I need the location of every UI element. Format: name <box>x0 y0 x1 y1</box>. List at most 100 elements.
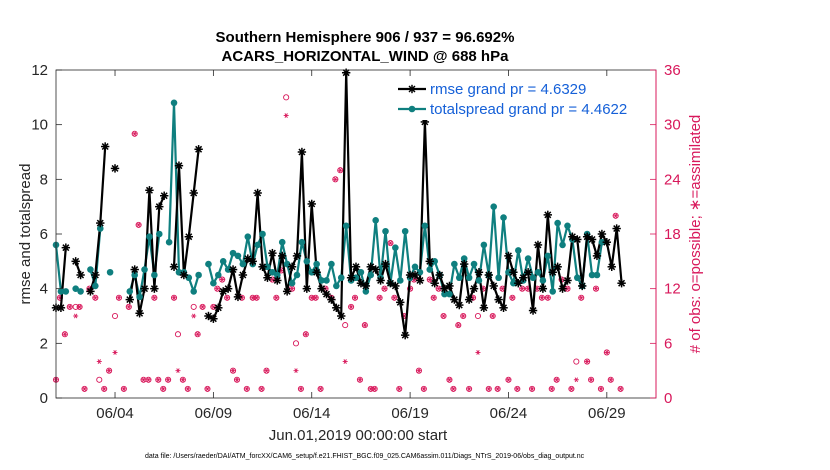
obs-possible-point-70 <box>396 385 403 392</box>
obs-possible-point-79 <box>440 312 447 320</box>
obs-possible-point-14 <box>120 385 127 392</box>
obs-possible-point-3 <box>66 303 73 310</box>
obs-possible-point-39 <box>243 385 250 392</box>
rmse-point-46 <box>278 251 287 261</box>
obs-assimilated-point-59 <box>342 359 348 364</box>
obs-possible-point-17 <box>135 221 142 228</box>
totalspread-point-89 <box>490 203 498 210</box>
obs-possible-point-62 <box>356 376 363 383</box>
obs-assimilated-point-3 <box>67 304 73 310</box>
rmse-point-80 <box>445 281 454 291</box>
obs-possible-point-95 <box>519 285 526 292</box>
totalspread-point-110 <box>593 271 601 279</box>
obs-possible-point-9 <box>96 376 103 383</box>
rmse-point-20 <box>150 284 159 293</box>
obs-assimilated-point-12 <box>112 350 118 355</box>
obs-possible-point-88 <box>485 385 492 392</box>
obs-possible-point-20 <box>151 294 158 301</box>
obs-possible-point-82 <box>455 322 462 329</box>
obs-possible-point-50 <box>297 385 304 392</box>
obs-assimilated-point-36 <box>230 368 236 374</box>
rmse-point-55 <box>322 289 331 299</box>
obs-assimilated-point-113 <box>608 377 614 383</box>
totalspread-point-80 <box>446 290 453 298</box>
obs-assimilated-point-65 <box>372 386 378 392</box>
obs-assimilated-point-54 <box>318 386 324 392</box>
obs-assimilated-point-107 <box>578 295 584 301</box>
rmse-point-61 <box>351 262 361 271</box>
obs-assimilated-point-114 <box>613 213 619 219</box>
totalspread-point-9 <box>96 225 104 232</box>
y-right-tick-label-6: 36 <box>664 62 681 79</box>
totalspread-point-111 <box>598 238 606 246</box>
y-left-tick-label-0: 0 <box>40 390 48 407</box>
obs-assimilated-point-27 <box>185 386 191 392</box>
obs-assimilated-point-13 <box>116 295 122 301</box>
totalspread-point-91 <box>500 214 507 221</box>
obs-assimilated-point-29 <box>195 331 201 337</box>
obs-assimilated-point-76 <box>427 277 433 282</box>
totalspread-point-85 <box>470 260 478 268</box>
y-right-tick-label-5: 30 <box>664 117 681 134</box>
obs-possible-point-86 <box>474 312 482 320</box>
y-right-tick-label-2: 12 <box>664 281 681 298</box>
totalspread-point-87 <box>480 241 488 249</box>
obs-possible-point-115 <box>617 385 624 392</box>
totalspread-point-53 <box>313 260 320 268</box>
obs-assimilated-point-18 <box>141 377 147 383</box>
obs-assimilated-point-20 <box>151 295 157 301</box>
obs-possible-point-113 <box>607 376 614 383</box>
rmse-point-65 <box>371 265 380 274</box>
obs-assimilated-point-16 <box>132 131 138 137</box>
totalspread-point-38 <box>239 260 247 268</box>
obs-assimilated-point-99 <box>539 295 545 301</box>
obs-possible-point-75 <box>420 385 427 392</box>
rmse-point-41 <box>253 188 262 198</box>
obs-possible-point-106 <box>573 358 580 365</box>
rmse-point-22 <box>159 191 169 200</box>
obs-possible-point-25 <box>174 331 182 338</box>
rmse-point-47 <box>282 287 292 296</box>
obs-possible-point-33 <box>214 285 221 292</box>
obs-possible-point-68 <box>387 240 394 247</box>
obs-possible-point-5 <box>76 303 83 310</box>
totalspread-point-64 <box>367 271 375 279</box>
rmse-point-32 <box>209 314 218 323</box>
totalspread-point-54 <box>318 277 325 284</box>
obs-assimilated-point-51 <box>303 331 309 337</box>
totalspread-point-19 <box>146 233 153 241</box>
totalspread-point-47 <box>283 260 291 268</box>
rmse-point-101 <box>548 268 557 277</box>
obs-possible-point-69 <box>391 294 398 301</box>
y-left-tick-label-6: 12 <box>31 62 48 79</box>
totalspread-point-28 <box>190 288 198 295</box>
rmse-point-107 <box>578 281 587 291</box>
obs-assimilated-point-83 <box>460 313 466 319</box>
rmse-point-97 <box>528 306 538 315</box>
obs-possible-point-81 <box>450 385 457 392</box>
rmse-point-94 <box>514 279 523 288</box>
obs-assimilated-point-9 <box>96 359 102 364</box>
obs-assimilated-point-48 <box>289 286 295 292</box>
obs-possible-point-111 <box>597 385 604 392</box>
obs-assimilated-point-53 <box>313 295 319 301</box>
rmse-point-10 <box>100 142 110 151</box>
y-left-tick-label-3: 6 <box>40 226 48 243</box>
series-layer <box>51 68 626 340</box>
totalspread-point-69 <box>392 244 399 251</box>
obs-assimilated-point-47 <box>283 113 289 118</box>
obs-possible-point-109 <box>588 376 595 383</box>
rmse-point-99 <box>538 284 548 293</box>
obs-assimilated-point-112 <box>604 350 610 355</box>
obs-possible-point-80 <box>446 376 453 383</box>
rmse-point-25 <box>174 161 184 170</box>
rmse-line-segment-2 <box>89 146 107 292</box>
rmse-point-40 <box>248 257 257 266</box>
rmse-point-21 <box>155 202 164 211</box>
obs-assimilated-point-24 <box>171 295 177 301</box>
obs-assimilated-point-63 <box>362 322 368 328</box>
y-axis-label-left: rmse and totalspread <box>17 164 34 305</box>
totalspread-point-37 <box>234 252 242 260</box>
obs-assimilated-point-109 <box>588 377 594 383</box>
